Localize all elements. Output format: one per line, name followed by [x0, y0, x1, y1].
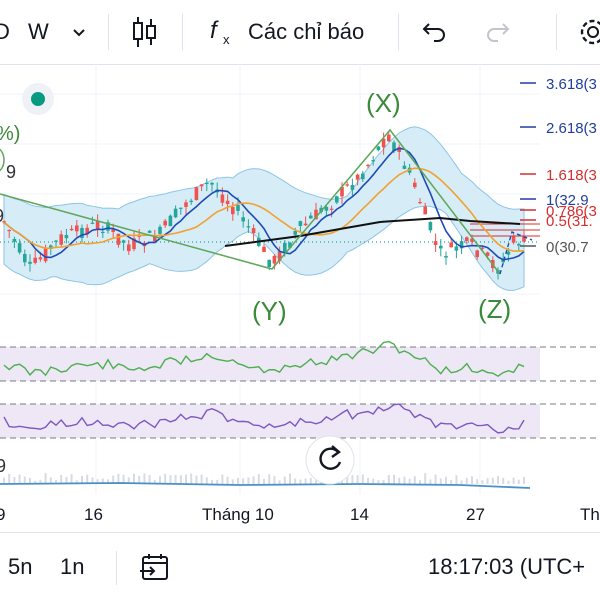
- left-edge-label: 9: [0, 206, 4, 226]
- wave-label-x: (X): [366, 88, 401, 118]
- range-5n-label: 5n: [8, 554, 33, 579]
- fib-level-labels: 3.618(3 2.618(3 1.618(3 1(32.90.786(30.5(31…: [520, 76, 597, 256]
- toolbar-divider: [108, 14, 109, 50]
- redo-icon: [487, 23, 510, 42]
- x-axis-tick-label: Tháng 10: [202, 505, 274, 524]
- date-range-button[interactable]: [140, 533, 170, 601]
- left-edge-curve: [0, 148, 5, 172]
- undo-button[interactable]: [420, 0, 448, 64]
- interval-dropdown-button[interactable]: [70, 0, 88, 64]
- undo-icon: [422, 23, 445, 42]
- chevron-down-icon: [73, 29, 85, 37]
- calendar-arrow-icon: [140, 554, 168, 580]
- fib-level-label: 0(30.7: [546, 239, 589, 256]
- left-edge-label: 9: [6, 162, 16, 182]
- candles-icon: [133, 17, 156, 47]
- top-toolbar: D W f x Các chỉ báo: [0, 0, 600, 65]
- toolbar-divider: [182, 14, 183, 50]
- ma-short-line: [3, 147, 525, 261]
- x-axis-tick-label: 9: [0, 505, 5, 524]
- indicators-button[interactable]: f x Các chỉ báo: [208, 0, 364, 64]
- reset-icon: [319, 447, 342, 470]
- fib-level-label: 2.618(3: [546, 120, 597, 137]
- interval-d-button[interactable]: D: [0, 0, 10, 64]
- range-1n-label: 1n: [60, 554, 85, 579]
- gear-icon: [580, 19, 600, 45]
- svg-text:x: x: [223, 32, 230, 47]
- clock-label: 18:17:03 (UTC+: [428, 554, 586, 579]
- oscillator-pane-1: [0, 347, 540, 381]
- clock-timezone-button[interactable]: 18:17:03 (UTC+: [428, 533, 585, 601]
- indicators-label: Các chỉ báo: [248, 19, 365, 44]
- oscillator-1-line: [3, 340, 525, 378]
- x-axis-tick-label: 14: [350, 505, 369, 524]
- reset-chart-button[interactable]: [305, 435, 355, 485]
- wave-label-y: (Y): [252, 296, 287, 326]
- chart-type-button[interactable]: [130, 0, 160, 64]
- toolbar-divider: [398, 14, 399, 50]
- chart-area[interactable]: (X) (Y) (Z) %) 9 9 3.618(3 2.618(3 1.618(3…: [0, 64, 600, 532]
- settings-button[interactable]: [576, 0, 600, 64]
- volume-label: 9: [0, 456, 6, 476]
- oscillator-pane-2: [0, 404, 540, 438]
- interval-w-label: W: [28, 19, 49, 44]
- fib-level-label: 1(32.9: [546, 192, 589, 209]
- ma-long-line: [224, 216, 521, 247]
- fib-level-label: 3.618(3: [546, 76, 597, 93]
- redo-button[interactable]: [484, 0, 512, 64]
- left-edge-label: %): [0, 123, 20, 145]
- function-icon: f x: [210, 17, 230, 47]
- price-chart[interactable]: (X) (Y) (Z) %) 9 9 3.618(3 2.618(3 1.618(3…: [0, 64, 600, 532]
- wave-label-z: (Z): [478, 294, 511, 324]
- volume-bars: [3, 473, 525, 484]
- bottom-toolbar: 5n 1n 18:17:03 (UTC+: [0, 532, 600, 601]
- fib-level-label: 0.5(31.: [546, 213, 593, 230]
- bottombar-divider: [116, 551, 117, 585]
- interval-d-label: D: [0, 19, 10, 44]
- volume-line: [0, 482, 531, 489]
- x-axis-tick-label: Th: [580, 505, 600, 524]
- ma-medium-line: [3, 167, 525, 252]
- fib-level-label: 0.786(3: [546, 203, 597, 220]
- range-5n-button[interactable]: 5n: [8, 533, 32, 601]
- toolbar-divider: [556, 14, 557, 50]
- projection-line: [499, 231, 533, 275]
- oscillator-2-line: [3, 403, 525, 434]
- x-axis-tick-label: 27: [466, 505, 485, 524]
- range-1n-button[interactable]: 1n: [60, 533, 84, 601]
- fib-level-label: 1.618(3: [546, 167, 597, 184]
- x-axis-tick-label: 16: [84, 505, 103, 524]
- interval-w-button[interactable]: W: [28, 0, 49, 64]
- elliott-wave-line: [0, 128, 501, 275]
- candlesticks: [2, 131, 526, 280]
- svg-text:f: f: [210, 17, 219, 44]
- status-dot-icon[interactable]: [31, 92, 45, 106]
